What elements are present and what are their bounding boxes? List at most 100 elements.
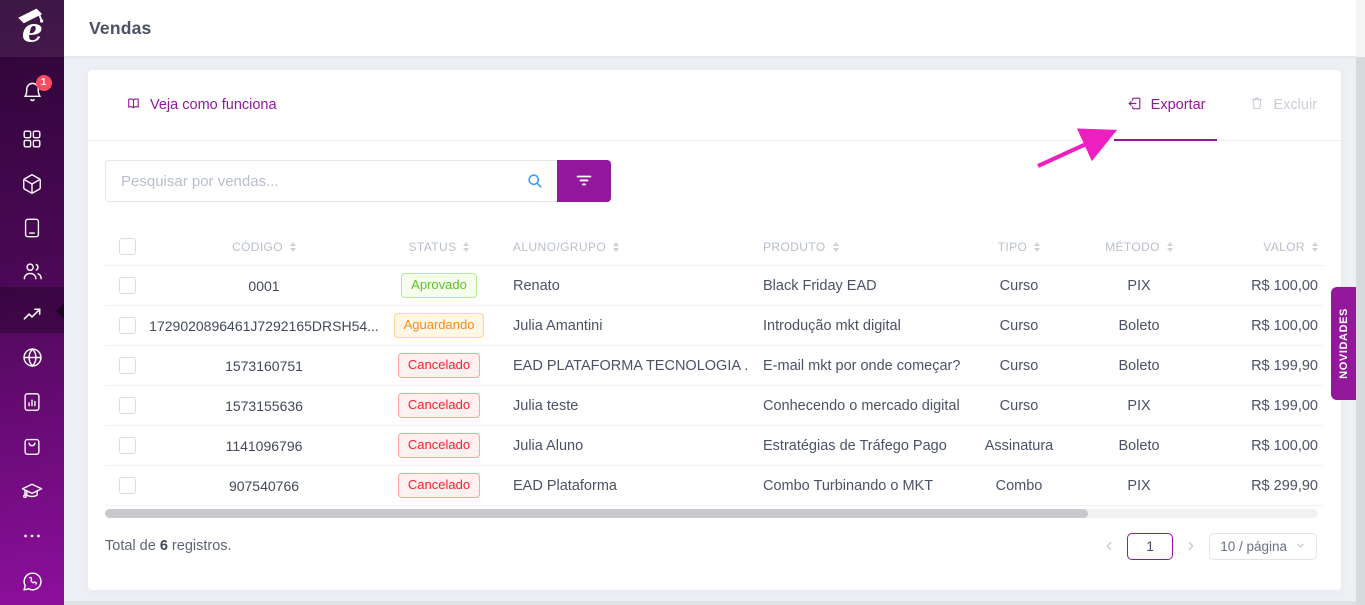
table-row[interactable]: 1141096796 Cancelado Julia Aluno Estraté…	[105, 426, 1324, 466]
sidebar-item-store[interactable]	[0, 430, 64, 462]
row-checkbox[interactable]	[118, 277, 136, 294]
table-row[interactable]: 0001 Aprovado Renato Black Friday EAD Cu…	[105, 266, 1324, 306]
cell-valor: R$ 100,00	[1251, 277, 1318, 294]
card-footer: Total de 6 registros. 1 10 / página	[105, 528, 1317, 564]
notification-badge: 1	[35, 74, 52, 91]
sort-icon	[832, 241, 839, 252]
row-checkbox[interactable]	[118, 317, 136, 334]
help-link-label: Veja como funciona	[150, 97, 277, 113]
current-page[interactable]: 1	[1127, 532, 1174, 560]
table-row[interactable]: 1573160751 Cancelado EAD PLATAFORMA TECN…	[105, 346, 1324, 386]
sidebar-item-products[interactable]	[0, 168, 64, 200]
cell-tipo: Curso	[999, 357, 1039, 374]
row-checkbox[interactable]	[118, 477, 136, 494]
search-input[interactable]	[106, 172, 557, 190]
cell-tipo: Curso	[999, 317, 1039, 334]
row-checkbox[interactable]	[118, 357, 136, 374]
status-badge: Cancelado	[397, 353, 481, 378]
sidebar-item-home[interactable]: e	[0, 0, 64, 57]
cell-aluno-grupo: Julia teste	[513, 397, 579, 414]
sidebar-item-courses[interactable]	[0, 475, 64, 507]
delete-button[interactable]: Excluir	[1249, 70, 1317, 140]
row-checkbox[interactable]	[118, 437, 136, 454]
page-title: Vendas	[89, 18, 152, 38]
more-dots-icon	[21, 525, 43, 547]
sort-icon	[463, 241, 470, 252]
search-icon[interactable]	[525, 171, 545, 196]
cell-codigo: 1141096796	[225, 437, 303, 454]
export-icon	[1126, 95, 1143, 116]
cell-codigo: 1573160751	[225, 357, 303, 374]
column-header-codigo[interactable]: CÓDIGO	[149, 240, 379, 254]
cell-valor: R$ 199,90	[1251, 357, 1318, 374]
total-records: Total de 6 registros.	[105, 538, 232, 554]
chevron-down-icon	[1295, 539, 1306, 554]
vertical-scrollbar-thumb[interactable]	[1356, 57, 1365, 605]
cell-codigo: 1729020896461J7292165DRSH54...	[149, 317, 379, 334]
main-content: Veja como funciona Exportar	[64, 57, 1365, 605]
row-checkbox[interactable]	[118, 397, 136, 414]
graduation-cap-icon	[20, 479, 44, 503]
sidebar-item-sales[interactable]	[0, 299, 64, 331]
table-row[interactable]: 907540766 Cancelado EAD Plataforma Combo…	[105, 466, 1324, 506]
card-header: Veja como funciona Exportar	[88, 70, 1341, 141]
sidebar-active-highlight	[0, 287, 64, 333]
sidebar-item-content[interactable]	[0, 212, 64, 244]
cell-status: Cancelado	[379, 473, 499, 498]
sidebar-item-site[interactable]	[0, 341, 64, 373]
table-row[interactable]: 1729020896461J7292165DRSH54... Aguardand…	[105, 306, 1324, 346]
filter-button[interactable]	[557, 160, 611, 202]
bottom-scrollbar[interactable]	[64, 601, 1356, 605]
cell-metodo: Boleto	[1118, 437, 1160, 454]
novidades-tab[interactable]: NOVIDADES	[1331, 287, 1356, 400]
trending-up-icon	[21, 304, 44, 327]
cell-produto: Conhecendo o mercado digital	[763, 397, 960, 414]
cell-metodo: PIX	[1127, 397, 1151, 414]
column-header-produto[interactable]: PRODUTO	[749, 240, 969, 254]
column-header-tipo[interactable]: TIPO	[969, 240, 1069, 254]
sidebar-item-apps[interactable]	[0, 123, 64, 155]
sidebar-item-notifications[interactable]: 1	[0, 74, 64, 108]
status-badge: Aprovado	[401, 273, 477, 298]
sidebar-item-whatsapp[interactable]	[0, 565, 64, 597]
sort-icon	[290, 241, 297, 252]
horizontal-scrollbar[interactable]	[105, 509, 1318, 518]
next-page-button[interactable]	[1184, 539, 1198, 553]
sidebar-item-more[interactable]	[0, 520, 64, 552]
column-header-valor[interactable]: VALOR	[1209, 240, 1324, 254]
sort-icon	[1034, 241, 1041, 252]
report-icon	[21, 391, 43, 413]
help-link[interactable]: Veja como funciona	[125, 70, 277, 140]
prev-page-button[interactable]	[1102, 539, 1116, 553]
cell-codigo: 1573155636	[225, 397, 303, 414]
export-button-label: Exportar	[1150, 97, 1206, 113]
search-row	[105, 160, 611, 202]
cell-status: Cancelado	[379, 433, 499, 458]
table-body: 0001 Aprovado Renato Black Friday EAD Cu…	[105, 266, 1324, 506]
page-size-select[interactable]: 10 / página	[1209, 532, 1317, 560]
column-header-metodo[interactable]: MÉTODO	[1069, 240, 1209, 254]
sidebar-item-students[interactable]	[0, 255, 64, 287]
cell-status: Cancelado	[379, 393, 499, 418]
delete-button-label: Excluir	[1273, 97, 1317, 113]
vertical-scrollbar[interactable]	[1356, 0, 1365, 605]
users-icon	[21, 260, 44, 283]
status-badge: Cancelado	[397, 473, 481, 498]
cell-codigo: 0001	[248, 277, 280, 294]
cell-produto: Estratégias de Tráfego Pago	[763, 437, 947, 454]
cell-aluno-grupo: EAD PLATAFORMA TECNOLOGIA ...	[513, 357, 749, 374]
export-button[interactable]: Exportar	[1113, 70, 1218, 141]
sales-card: Veja como funciona Exportar	[88, 70, 1341, 590]
status-badge: Cancelado	[397, 393, 481, 418]
sidebar-item-reports[interactable]	[0, 386, 64, 418]
whatsapp-icon	[21, 570, 44, 593]
table-row[interactable]: 1573155636 Cancelado Julia teste Conhece…	[105, 386, 1324, 426]
horizontal-scrollbar-thumb[interactable]	[105, 509, 1088, 518]
cell-aluno-grupo: Julia Amantini	[513, 317, 603, 334]
column-header-status[interactable]: STATUS	[379, 240, 499, 254]
select-all-checkbox[interactable]	[118, 238, 136, 255]
cell-aluno-grupo: EAD Plataforma	[513, 477, 617, 494]
column-header-aluno-grupo[interactable]: ALUNO/GRUPO	[499, 240, 749, 254]
trash-icon	[1249, 95, 1265, 115]
